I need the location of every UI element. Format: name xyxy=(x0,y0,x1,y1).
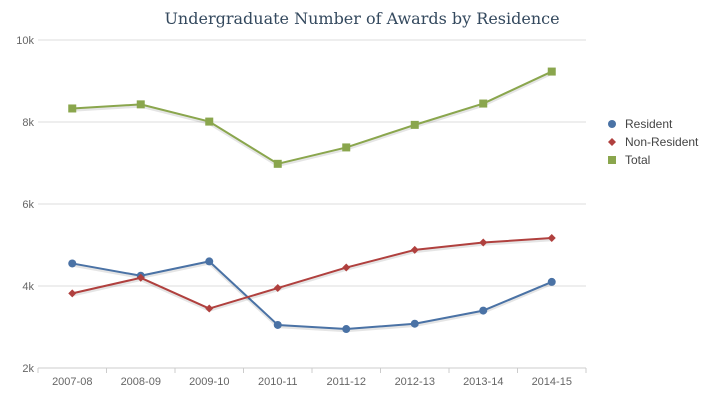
series-line-shadow xyxy=(72,72,553,168)
data-point xyxy=(136,100,145,109)
data-point xyxy=(136,273,145,282)
legend-item[interactable]: Total xyxy=(608,153,650,167)
data-point xyxy=(342,325,351,334)
series-line xyxy=(72,260,553,331)
x-tick-label: 2012-13 xyxy=(395,376,435,388)
x-tick-label: 2013-14 xyxy=(463,376,503,388)
legend-label: Non-Resident xyxy=(625,135,699,149)
data-point xyxy=(205,117,214,126)
data-point xyxy=(342,143,351,152)
x-axis-ticks: 2007-08 2008-09 2009-10 2010-11 2011-12 2012-… xyxy=(37,368,587,388)
series-line-shadow xyxy=(72,262,553,333)
data-point xyxy=(547,277,556,286)
legend-label: Total xyxy=(625,153,650,167)
legend-marker xyxy=(608,120,616,128)
data-point xyxy=(68,289,77,298)
x-tick-label: 2010-11 xyxy=(258,376,298,388)
data-point xyxy=(479,238,488,247)
legend: Resident Non-Resident Total xyxy=(608,117,699,167)
data-point xyxy=(342,263,351,272)
data-point xyxy=(68,104,77,113)
x-tick-label: 2007-08 xyxy=(52,376,92,388)
y-tick-label: 8k xyxy=(22,117,34,129)
data-point xyxy=(410,120,419,129)
series-non-resident xyxy=(68,234,556,313)
y-tick-label: 6k xyxy=(22,199,34,211)
data-point xyxy=(273,284,282,293)
data-point xyxy=(205,257,214,266)
x-tick-label: 2014-15 xyxy=(532,376,572,388)
legend-marker xyxy=(608,138,616,146)
y-tick-label: 10k xyxy=(16,35,34,47)
legend-marker xyxy=(608,156,616,164)
series-resident xyxy=(68,257,556,334)
data-point xyxy=(410,245,419,254)
data-point xyxy=(479,306,488,315)
y-tick-label: 2k xyxy=(22,363,34,375)
legend-label: Resident xyxy=(625,117,673,131)
y-axis-ticks: 2k 4k 6k 8k 10k xyxy=(16,35,34,375)
data-point xyxy=(273,320,282,329)
series-group xyxy=(68,67,556,334)
y-tick-label: 4k xyxy=(22,281,34,293)
data-point xyxy=(68,259,77,268)
series-line-shadow xyxy=(71,238,552,312)
x-tick-label: 2011-12 xyxy=(326,376,366,388)
data-point xyxy=(479,99,488,108)
series-total xyxy=(68,67,556,168)
data-point xyxy=(547,234,556,243)
grid xyxy=(38,39,586,369)
legend-item[interactable]: Resident xyxy=(608,117,673,131)
data-point xyxy=(205,304,214,313)
series-line xyxy=(72,70,553,165)
data-point xyxy=(273,159,282,168)
data-point xyxy=(547,67,556,76)
x-tick-label: 2008-09 xyxy=(121,376,161,388)
legend-item[interactable]: Non-Resident xyxy=(608,135,699,149)
chart-title: Undergraduate Number of Awards by Reside… xyxy=(164,9,559,28)
series-line xyxy=(72,237,552,310)
x-tick-label: 2009-10 xyxy=(189,376,229,388)
data-point xyxy=(410,319,419,328)
